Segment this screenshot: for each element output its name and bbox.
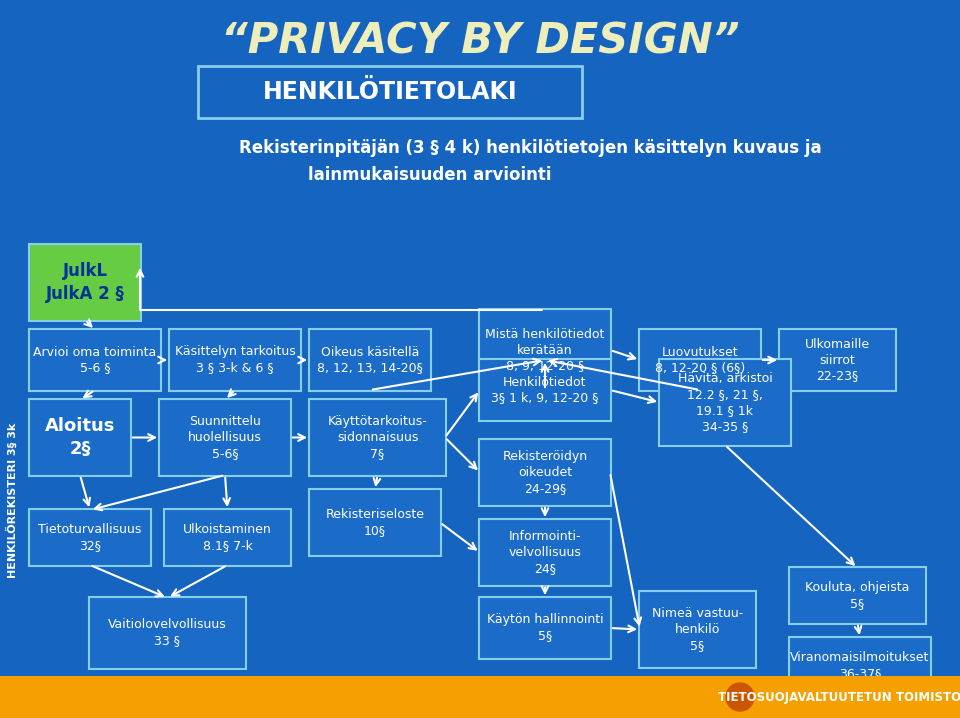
FancyBboxPatch shape [29, 399, 131, 476]
Text: TIETOSUOJAVALTUUTETUN TOIMISTO: TIETOSUOJAVALTUUTETUN TOIMISTO [718, 691, 960, 704]
Text: Käytön hallinnointi
5§: Käytön hallinnointi 5§ [487, 613, 603, 643]
Text: Vaitiolovelvollisuus
33 §: Vaitiolovelvollisuus 33 § [108, 618, 227, 648]
FancyBboxPatch shape [164, 509, 291, 566]
Text: Nimeä vastuu-
henkilö
5§: Nimeä vastuu- henkilö 5§ [652, 607, 743, 652]
Text: Tietoturvallisuus
32§: Tietoturvallisuus 32§ [38, 523, 142, 552]
FancyBboxPatch shape [169, 329, 301, 391]
Text: Hävitä, arkistoi
12.2 §, 21 §,
19.1 § 1k
34-35 §: Hävitä, arkistoi 12.2 §, 21 §, 19.1 § 1k… [678, 372, 773, 433]
FancyBboxPatch shape [89, 597, 246, 669]
Text: Henkilötiedot
3§ 1 k, 9, 12-20 §: Henkilötiedot 3§ 1 k, 9, 12-20 § [492, 376, 599, 404]
FancyBboxPatch shape [29, 244, 141, 321]
Text: Aloitus
2§: Aloitus 2§ [45, 417, 115, 457]
FancyBboxPatch shape [309, 399, 446, 476]
Text: Arvioi oma toiminta
5-6 §: Arvioi oma toiminta 5-6 § [34, 345, 156, 375]
Text: Rekisterinpitäjän (3 § 4 k) henkilötietojen käsittelyn kuvaus ja: Rekisterinpitäjän (3 § 4 k) henkilötieto… [239, 139, 822, 157]
FancyBboxPatch shape [789, 567, 926, 624]
FancyBboxPatch shape [479, 309, 611, 391]
FancyBboxPatch shape [0, 676, 960, 718]
FancyBboxPatch shape [479, 439, 611, 506]
Text: Käsittelyn tarkoitus
3 § 3-k & 6 §: Käsittelyn tarkoitus 3 § 3-k & 6 § [175, 345, 296, 375]
Circle shape [726, 683, 754, 711]
Text: Ulkomaille
siirrot
22-23§: Ulkomaille siirrot 22-23§ [804, 337, 870, 383]
FancyBboxPatch shape [29, 329, 161, 391]
Text: HENKILÖREKISTERI 3§ 3k: HENKILÖREKISTERI 3§ 3k [7, 422, 17, 577]
Text: Mistä henkilötiedot
kerätään
8, 9, 12-20 §: Mistä henkilötiedot kerätään 8, 9, 12-20… [486, 327, 605, 373]
FancyBboxPatch shape [29, 509, 151, 566]
FancyBboxPatch shape [639, 591, 756, 668]
FancyBboxPatch shape [159, 399, 291, 476]
FancyBboxPatch shape [479, 359, 611, 421]
Text: Viranomaisilmoitukset
36-37§: Viranomaisilmoitukset 36-37§ [790, 651, 929, 680]
FancyBboxPatch shape [659, 359, 791, 446]
FancyBboxPatch shape [198, 66, 582, 118]
FancyBboxPatch shape [479, 519, 611, 586]
Text: Rekisteriseloste
10§: Rekisteriseloste 10§ [325, 508, 424, 537]
FancyBboxPatch shape [309, 329, 431, 391]
Text: Informointi-
velvollisuus
24§: Informointi- velvollisuus 24§ [509, 530, 582, 575]
Text: Käyttötarkoitus-
sidonnaisuus
7§: Käyttötarkoitus- sidonnaisuus 7§ [327, 415, 427, 460]
FancyBboxPatch shape [789, 637, 931, 694]
Text: Oikeus käsitellä
8, 12, 13, 14-20§: Oikeus käsitellä 8, 12, 13, 14-20§ [317, 345, 423, 375]
FancyBboxPatch shape [309, 489, 441, 556]
FancyBboxPatch shape [639, 329, 761, 391]
Text: Rekisteröidyn
oikeudet
24-29§: Rekisteröidyn oikeudet 24-29§ [502, 450, 588, 495]
Text: HENKILÖTIETOLAKI: HENKILÖTIETOLAKI [263, 80, 517, 104]
Text: Luovutukset
8, 12-20 § (6§): Luovutukset 8, 12-20 § (6§) [655, 345, 745, 375]
Text: Ulkoistaminen
8.1§ 7-k: Ulkoistaminen 8.1§ 7-k [183, 523, 272, 552]
Text: Suunnittelu
huolellisuus
5-6§: Suunnittelu huolellisuus 5-6§ [188, 415, 262, 460]
Text: “PRIVACY BY DESIGN”: “PRIVACY BY DESIGN” [221, 21, 739, 63]
FancyBboxPatch shape [779, 329, 896, 391]
Text: Kouluta, ohjeista
5§: Kouluta, ohjeista 5§ [805, 581, 910, 610]
Text: lainmukaisuuden arviointi: lainmukaisuuden arviointi [308, 166, 552, 184]
Text: JulkL
JulkA 2 §: JulkL JulkA 2 § [45, 262, 125, 302]
FancyBboxPatch shape [479, 597, 611, 659]
